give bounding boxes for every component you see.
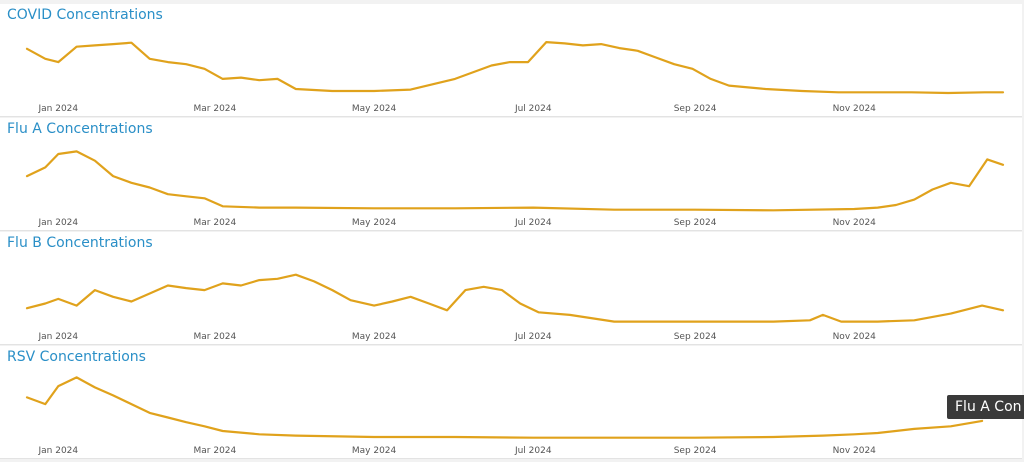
- chart-title: COVID Concentrations: [7, 7, 163, 23]
- line-chart[interactable]: Jan 2024 Mar 2024 May 2024 Jul 2024 Sep 2024…: [0, 232, 1022, 344]
- series-line[interactable]: [25, 376, 984, 439]
- x-tick-label: Mar 2024: [194, 218, 237, 228]
- series-line[interactable]: [25, 273, 1005, 323]
- x-tick-label: May 2024: [352, 332, 397, 342]
- chart-tooltip: Flu A Con: [947, 395, 1024, 419]
- chart-title: Flu B Concentrations: [7, 235, 153, 251]
- x-tick-label: Sep 2024: [674, 446, 717, 456]
- x-tick-label: Sep 2024: [674, 218, 717, 228]
- x-tick-label: Jul 2024: [514, 104, 552, 114]
- line-chart[interactable]: Jan 2024 Mar 2024 May 2024 Jul 2024 Sep 2024…: [0, 4, 1022, 116]
- chart-panel-1: COVID Concentrations Jan 2024 Mar 2024 May …: [0, 4, 1022, 117]
- series-line[interactable]: [25, 150, 1005, 212]
- x-tick-label: Nov 2024: [833, 104, 877, 114]
- chart-panel-2: Flu A Concentrations Jan 2024 Mar 2024 May …: [0, 118, 1022, 231]
- chart-title: Flu A Concentrations: [7, 121, 153, 137]
- x-tick-label: Nov 2024: [833, 332, 877, 342]
- line-chart[interactable]: Jan 2024 Mar 2024 May 2024 Jul 2024 Sep 2024…: [0, 118, 1022, 230]
- line-chart[interactable]: Jan 2024 Mar 2024 May 2024 Jul 2024 Sep 2024…: [0, 346, 1022, 458]
- x-tick-label: May 2024: [352, 104, 397, 114]
- x-tick-label: Sep 2024: [674, 104, 717, 114]
- chart-panel-3: Flu B Concentrations Jan 2024 Mar 2024 May …: [0, 232, 1022, 345]
- x-tick-label: May 2024: [352, 446, 397, 456]
- x-tick-label: Mar 2024: [194, 332, 237, 342]
- x-tick-label: Nov 2024: [833, 218, 877, 228]
- x-tick-label: Jan 2024: [37, 446, 78, 456]
- x-tick-label: Jan 2024: [37, 218, 78, 228]
- x-tick-label: Jul 2024: [514, 332, 552, 342]
- x-tick-label: Mar 2024: [194, 446, 237, 456]
- x-tick-label: May 2024: [352, 218, 397, 228]
- chart-title: RSV Concentrations: [7, 349, 146, 365]
- x-tick-label: Jul 2024: [514, 218, 552, 228]
- series-line[interactable]: [25, 41, 1005, 95]
- x-tick-label: Jul 2024: [514, 446, 552, 456]
- x-tick-label: Jan 2024: [37, 332, 78, 342]
- x-tick-label: Mar 2024: [194, 104, 237, 114]
- chart-panel-4: RSV Concentrations Jan 2024 Mar 2024 May 20…: [0, 346, 1022, 459]
- x-tick-label: Sep 2024: [674, 332, 717, 342]
- x-tick-label: Jan 2024: [37, 104, 78, 114]
- x-tick-label: Nov 2024: [833, 446, 877, 456]
